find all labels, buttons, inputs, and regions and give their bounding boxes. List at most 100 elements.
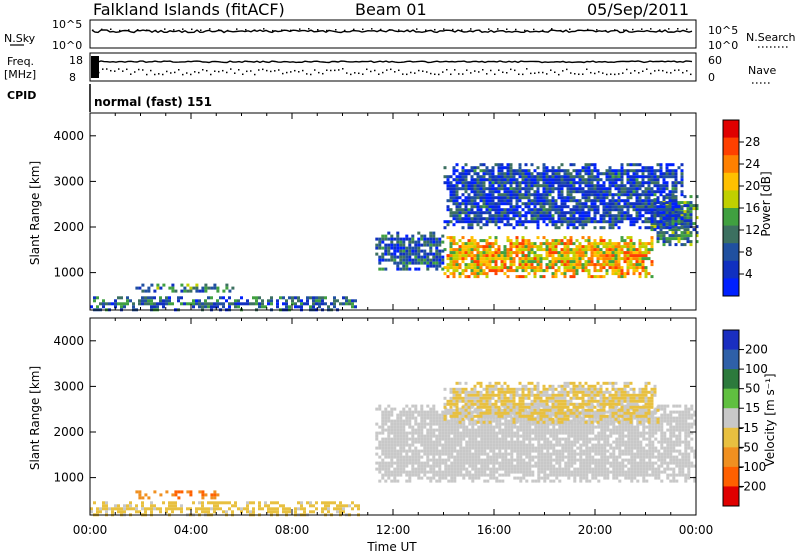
range-cell [504,419,508,423]
range-cell [608,217,612,221]
range-cell [408,470,412,474]
range-cell [497,175,501,179]
range-cell [542,196,546,200]
range-cell [488,172,492,176]
range-cell [656,211,660,215]
range-cell [417,267,421,271]
range-cell [461,193,465,197]
range-cell [600,464,604,468]
range-cell [602,242,606,246]
range-cell [566,175,570,179]
range-cell [635,202,639,206]
nave-point [362,73,364,75]
range-cell [656,205,660,209]
range-cell [488,214,492,218]
range-cell [543,470,547,474]
range-cell [572,205,576,209]
range-cell [554,242,558,246]
range-cell [672,419,676,423]
range-cell [309,305,312,309]
range-cell [500,175,504,179]
range-cell [405,434,409,438]
range-cell [447,470,451,474]
range-cell [461,217,465,221]
range-cell [522,416,526,420]
range-cell [605,272,609,276]
range-cell [603,458,607,462]
range-cell [680,172,684,176]
range-cell [476,220,480,224]
range-cell [315,296,318,300]
range-cell [597,470,601,474]
range-cell [503,217,507,221]
range-cell [462,419,466,423]
range-cell [617,205,621,209]
range-cell [464,263,468,267]
range-cell [536,245,540,249]
range-cell [513,470,517,474]
range-cell [408,255,412,259]
range-cell [195,286,199,290]
range-cell [506,181,510,185]
range-cell [560,251,564,255]
range-cell [426,443,430,447]
range-cell [582,470,586,474]
range-cell [495,479,499,483]
range-cell [575,220,579,224]
range-cell [621,428,625,432]
nave-point [566,68,568,71]
range-cell [536,187,540,191]
range-cell [612,446,616,450]
range-cell [447,458,451,462]
range-cell [521,193,525,197]
range-cell [593,175,597,179]
range-cell [671,172,675,176]
range-cell [393,476,397,480]
range-cell [453,434,457,438]
range-cell [488,181,492,185]
range-cell [285,302,288,306]
range-cell [545,190,549,194]
range-cell [438,240,442,244]
range-cell [686,216,690,220]
range-cell [620,190,624,194]
nave-point [102,68,104,70]
range-cell [671,214,675,218]
range-cell [641,202,645,206]
range-cell [446,220,450,224]
range-cell [573,470,577,474]
range-cell [546,422,550,426]
range-cell [599,202,603,206]
range-cell [599,217,603,221]
range-cell [479,196,483,200]
range-cell [551,181,555,185]
range-cell [591,425,595,429]
nave-point [682,71,684,74]
range-cell [521,239,525,243]
range-cell [695,207,699,211]
range-cell [518,257,522,261]
range-cell [549,473,553,477]
range-cell [576,446,580,450]
range-cell [441,255,445,259]
range-cell [516,440,520,444]
range-cell [632,187,636,191]
range-cell [548,169,552,173]
range-cell [605,196,609,200]
range-cell [497,257,501,261]
range-cell [516,470,520,474]
range-cell [467,226,471,230]
range-cell [510,431,514,435]
range-cell [461,245,465,249]
range-cell [542,202,546,206]
range-cell [378,258,382,262]
range-cell [506,214,510,218]
range-cell [464,205,468,209]
range-cell [515,199,519,203]
nsearch-point [380,28,382,31]
range-cell [519,419,523,423]
range-cell [452,254,456,258]
range-cell [411,240,415,244]
range-cell [467,196,471,200]
range-cell [662,217,666,221]
